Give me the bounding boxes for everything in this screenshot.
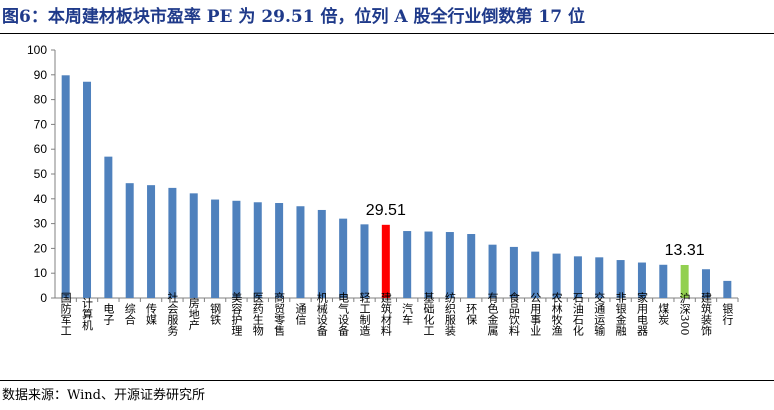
x-tick-label: 非银金融 bbox=[614, 292, 627, 337]
bar bbox=[595, 257, 604, 298]
bar bbox=[83, 81, 92, 298]
x-tick-label: 电子 bbox=[102, 303, 115, 325]
x-tick-label: 轻工制造 bbox=[358, 291, 371, 336]
x-tick-label: 食品饮料 bbox=[507, 291, 520, 337]
y-tick-label: 70 bbox=[34, 117, 48, 131]
x-tick-label: 美容护理 bbox=[230, 292, 243, 336]
x-tick-label: 综合 bbox=[123, 302, 136, 325]
data-source-note: 数据来源：Wind、开源证券研究所 bbox=[2, 388, 205, 403]
x-tick-label: 机械设备 bbox=[315, 291, 328, 337]
bar bbox=[317, 209, 326, 298]
bar bbox=[232, 200, 241, 298]
y-tick-label: 90 bbox=[34, 68, 48, 82]
x-tick-label: 煤炭 bbox=[657, 303, 670, 326]
x-tick-label: 纺织服装 bbox=[443, 291, 456, 337]
x-tick-label: 公用事业 bbox=[529, 292, 542, 336]
x-tick-label: 电气设备 bbox=[337, 292, 350, 337]
bar bbox=[61, 75, 70, 298]
bar bbox=[723, 280, 732, 298]
data-label: 13.31 bbox=[665, 242, 705, 259]
y-tick-label: 0 bbox=[40, 291, 47, 305]
bar bbox=[296, 206, 305, 298]
y-tick-label: 60 bbox=[34, 142, 48, 156]
x-tick-label: 国防军工 bbox=[59, 292, 72, 336]
y-tick-label: 80 bbox=[34, 93, 48, 107]
x-tick-label: 汽车 bbox=[401, 302, 414, 326]
x-tick-label: 通信 bbox=[294, 303, 307, 326]
bar bbox=[189, 193, 198, 298]
bar bbox=[360, 224, 369, 298]
bar bbox=[509, 246, 518, 298]
x-tick-label: 建筑装饰 bbox=[699, 291, 712, 336]
bar bbox=[531, 251, 540, 298]
x-tick-label: 石油石化 bbox=[571, 292, 584, 337]
source-divider bbox=[0, 380, 774, 381]
bar bbox=[573, 256, 582, 298]
x-tick-label: 商贸零售 bbox=[273, 291, 286, 337]
bar bbox=[168, 187, 177, 298]
bar bbox=[275, 203, 284, 298]
x-tick-label: 交通运输 bbox=[593, 291, 606, 337]
x-tick-label: 计算机 bbox=[81, 297, 94, 330]
bar bbox=[488, 244, 497, 298]
x-tick-label: 社会服务 bbox=[166, 291, 179, 336]
bar bbox=[104, 156, 113, 298]
bar bbox=[616, 260, 625, 298]
x-tick-label: 传媒 bbox=[145, 303, 158, 326]
x-tick-label: 有色金属 bbox=[486, 291, 499, 337]
x-tick-label: 家用电器 bbox=[635, 291, 648, 337]
bar bbox=[552, 253, 561, 298]
bar-chart: 0 10 20 30 40 50 60 70 80 90 100 国防军工 计算机 电子 综合 传媒 社会服务房… bbox=[27, 43, 739, 337]
x-tick-label: 环保 bbox=[465, 303, 478, 326]
x-tick-label: 房地产 bbox=[187, 297, 200, 331]
x-tick-label: 钢铁 bbox=[209, 303, 222, 325]
bar bbox=[211, 199, 220, 298]
bar bbox=[445, 232, 454, 298]
bar bbox=[637, 262, 646, 298]
bar bbox=[339, 218, 348, 298]
x-tick-label: 银行 bbox=[721, 302, 734, 326]
bar bbox=[467, 234, 476, 298]
y-tick-label: 40 bbox=[34, 192, 48, 206]
y-tick-label: 20 bbox=[34, 241, 48, 255]
x-tick-label: 医药生物 bbox=[251, 292, 264, 336]
y-tick-label: 100 bbox=[27, 43, 47, 57]
bar bbox=[403, 231, 412, 298]
bar bbox=[253, 202, 262, 298]
bar bbox=[701, 269, 710, 298]
bar bbox=[147, 185, 156, 298]
y-tick-label: 50 bbox=[34, 167, 48, 181]
data-label: 29.51 bbox=[366, 202, 406, 219]
x-tick-label: 农林牧渔 bbox=[550, 291, 563, 337]
bar bbox=[680, 264, 689, 298]
y-tick-label: 10 bbox=[34, 266, 48, 280]
x-tick-label: 建筑材料 bbox=[379, 291, 392, 337]
chart-title: 图6：本周建材板块市盈率 PE 为 29.51 倍，位列 A 股全行业倒数第 1… bbox=[2, 7, 585, 27]
bar bbox=[381, 224, 390, 298]
x-tick-label: 基础化工 bbox=[422, 292, 435, 336]
y-tick-label: 30 bbox=[34, 217, 48, 231]
bar bbox=[659, 264, 668, 298]
title-divider bbox=[0, 33, 774, 34]
x-tick-label: 沪深300 bbox=[678, 291, 691, 335]
bar bbox=[424, 231, 433, 298]
bar bbox=[125, 183, 134, 298]
